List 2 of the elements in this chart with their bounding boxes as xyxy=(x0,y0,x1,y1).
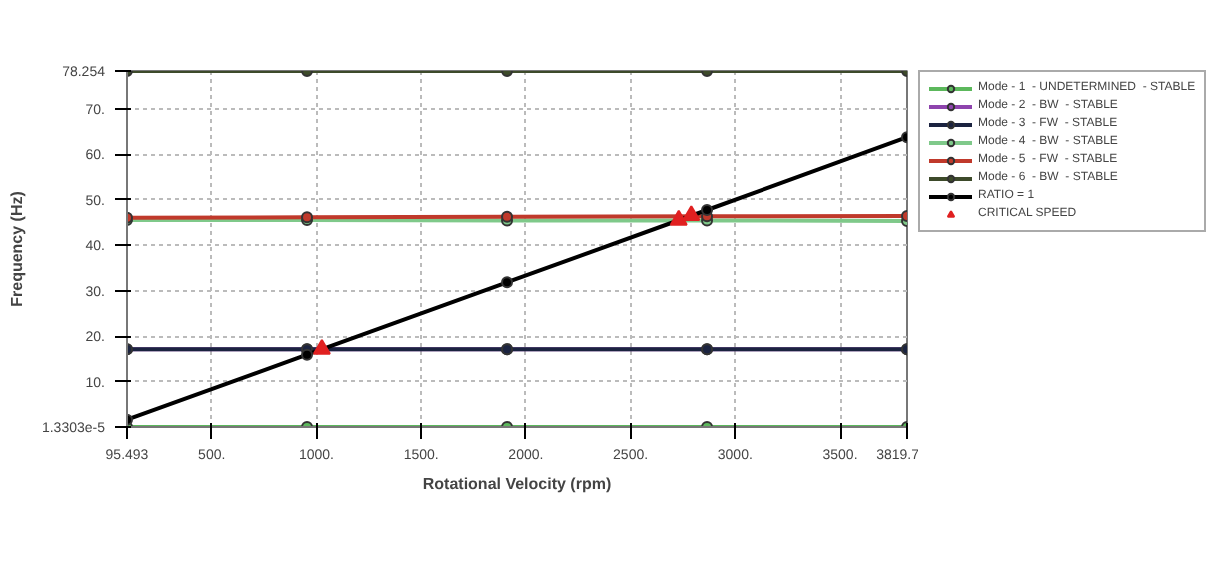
x-axis-title: Rotational Velocity (rpm) xyxy=(422,475,612,493)
y-axis-title: Frequency (Hz) xyxy=(7,190,26,307)
